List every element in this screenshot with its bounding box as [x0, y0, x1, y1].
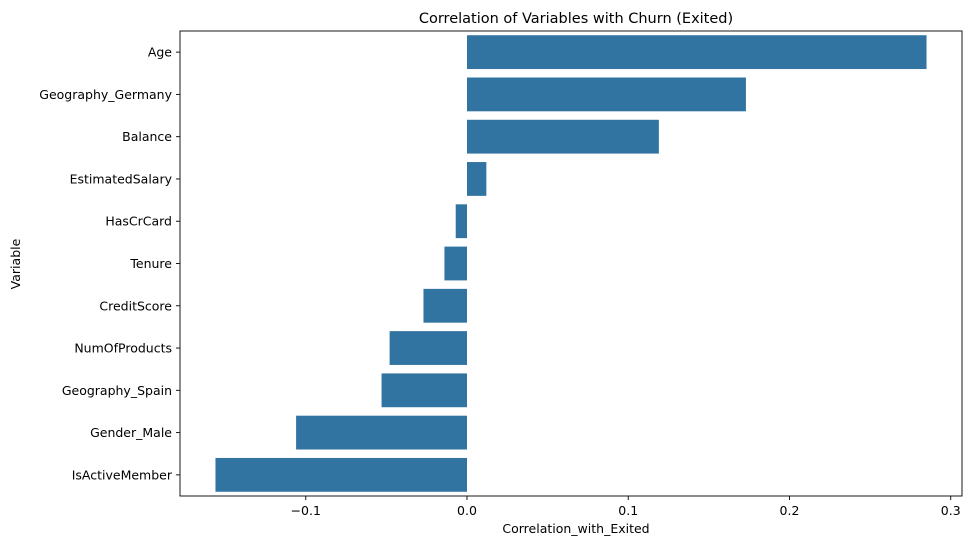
bar-geography_spain: [381, 373, 468, 408]
x-tick-label: −0.1: [291, 503, 321, 518]
bars-group: [215, 35, 927, 492]
y-tick-label: IsActiveMember: [72, 467, 173, 482]
x-tick-label: 0.1: [618, 503, 638, 518]
bar-age: [467, 35, 927, 70]
x-axis-ticks: −0.1 0.0 0.1 0.2 0.3: [291, 496, 961, 518]
y-tick-label: Tenure: [129, 256, 172, 271]
y-tick-label: Geography_Spain: [62, 383, 172, 398]
y-tick-label: NumOfProducts: [74, 341, 172, 356]
y-tick-label: Gender_Male: [90, 425, 172, 440]
x-tick-label: 0.0: [457, 503, 477, 518]
bar-isactivemember: [215, 457, 468, 492]
bar-gender_male: [296, 415, 468, 450]
bar-tenure: [444, 246, 468, 281]
y-axis-label: Variable: [8, 238, 23, 289]
bar-creditscore: [423, 288, 468, 323]
x-axis-label: Correlation_with_Exited: [502, 521, 649, 536]
bar-balance: [467, 119, 659, 154]
plot-frame: [179, 30, 963, 497]
y-axis-ticks: Age Geography_Germany Balance EstimatedSala…: [39, 45, 180, 482]
y-tick-label: Balance: [122, 129, 172, 144]
x-tick-label: 0.3: [941, 503, 961, 518]
x-tick-label: 0.2: [780, 503, 800, 518]
bar-geography_germany: [467, 77, 746, 112]
y-tick-label: EstimatedSalary: [70, 171, 173, 186]
y-tick-label: Geography_Germany: [39, 87, 172, 102]
bar-estimatedsalary: [467, 162, 487, 196]
y-tick-label: Age: [148, 45, 172, 60]
bar-hascrcard: [455, 204, 468, 239]
chart-title: Correlation of Variables with Churn (Exi…: [419, 11, 733, 27]
y-tick-label: CreditScore: [99, 298, 172, 313]
bar-numofproducts: [389, 331, 468, 365]
y-tick-label: HasCrCard: [105, 214, 172, 229]
